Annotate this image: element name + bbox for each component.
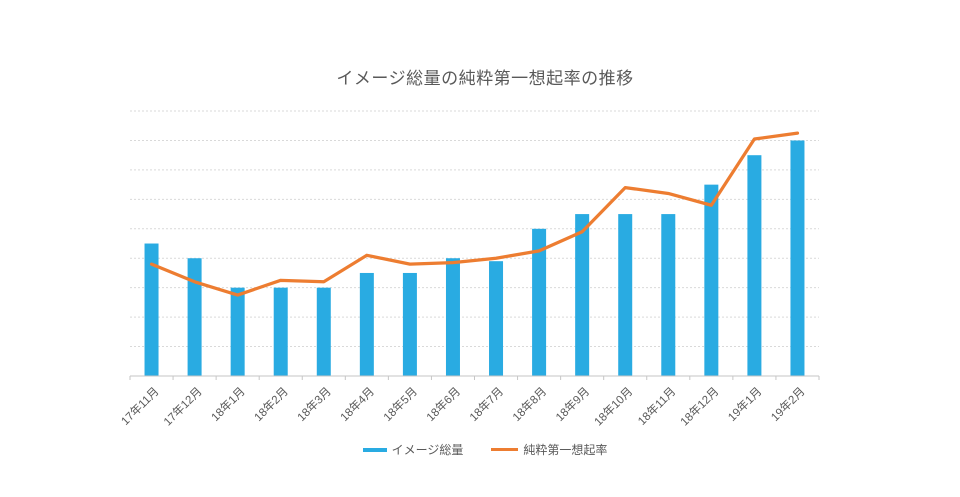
x-axis-label: 18年10月 xyxy=(591,384,635,428)
bar-18年1月 xyxy=(230,287,245,376)
bar-17年12月 xyxy=(187,258,202,376)
x-axis-label: 19年2月 xyxy=(768,384,808,424)
x-axis-label: 18年5月 xyxy=(380,384,420,424)
legend-label-first-recall-rate: 純粋第一想起率 xyxy=(523,443,608,457)
x-axis-label: 18年12月 xyxy=(677,384,721,428)
bar-18年6月 xyxy=(445,258,460,376)
x-axis-label: 18年9月 xyxy=(553,384,593,424)
x-axis-label: 18年3月 xyxy=(294,384,334,424)
x-axis-label: 17年11月 xyxy=(118,384,162,428)
bar-18年10月 xyxy=(618,214,633,376)
bar-18年5月 xyxy=(402,272,417,376)
bar-17年11月 xyxy=(144,243,159,376)
legend-item-first-recall-rate: 純粋第一想起率 xyxy=(491,441,607,458)
bar-18年9月 xyxy=(575,214,590,376)
plot-area: 17年11月 17年12月 18年1月 18年2月 18年3月 18年4月 18年5月 18年… xyxy=(118,110,820,428)
bar-18年8月 xyxy=(532,228,547,376)
line-series-swatch-icon xyxy=(491,448,519,451)
x-axis-label: 17年12月 xyxy=(160,384,204,428)
chart-title: イメージ総量の純粋第一想起率の推移 xyxy=(336,69,634,88)
x-axis-label: 18年11月 xyxy=(635,384,679,428)
bar-18年7月 xyxy=(489,261,504,376)
bar-18年3月 xyxy=(316,287,331,376)
bar-18年12月 xyxy=(704,184,719,376)
bar-18年4月 xyxy=(359,272,374,376)
bar-19年2月 xyxy=(790,140,805,376)
legend: イメージ総量 純粋第一想起率 xyxy=(0,441,960,458)
legend-label-image-volume: イメージ総量 xyxy=(391,443,464,457)
x-axis-label: 18年4月 xyxy=(337,384,377,424)
bar-19年1月 xyxy=(747,155,762,376)
bar-18年11月 xyxy=(661,214,676,376)
x-axis-label: 18年7月 xyxy=(466,384,506,424)
x-axis-label: 19年1月 xyxy=(725,384,765,424)
x-axis-label: 18年2月 xyxy=(251,384,291,424)
line-series xyxy=(149,131,800,297)
x-axis-label: 18年1月 xyxy=(208,384,248,424)
x-axis-label: 18年8月 xyxy=(509,384,549,424)
legend-item-image-volume: イメージ総量 xyxy=(362,441,464,458)
bar-series-swatch-icon xyxy=(362,447,387,452)
x-axis-label: 18年6月 xyxy=(423,384,463,424)
bar-18年2月 xyxy=(273,287,288,376)
